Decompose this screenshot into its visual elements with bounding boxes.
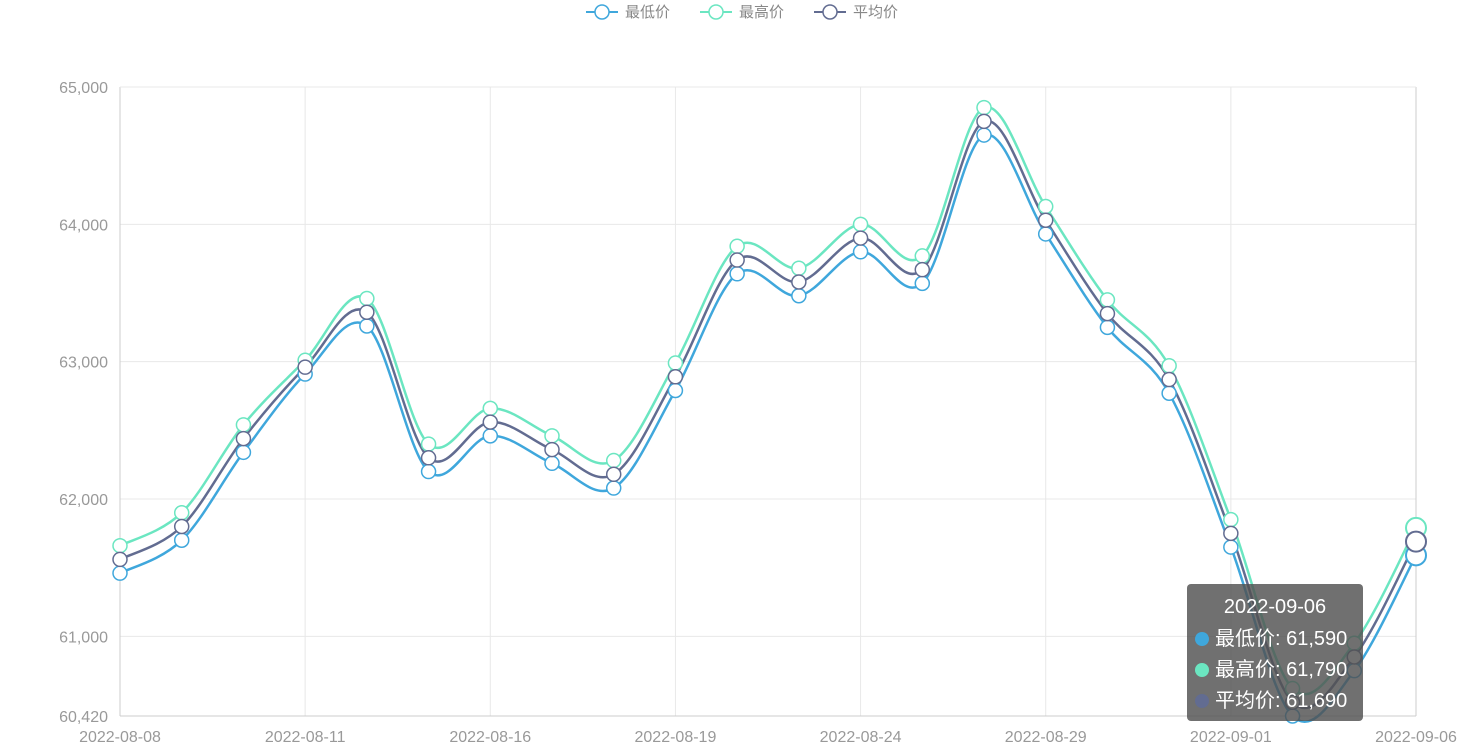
y-tick-label: 62,000 [59, 492, 108, 509]
data-point-avg [359, 304, 375, 320]
tooltip-dot-avg [1195, 694, 1209, 708]
tooltip-row-avg: 平均价: 61,690 [1195, 686, 1355, 717]
tooltip-dot-high [1195, 663, 1209, 677]
data-point-avg [791, 274, 807, 290]
data-point-low [1099, 319, 1116, 336]
data-point-low [235, 444, 252, 461]
data-point-high [1223, 511, 1239, 528]
data-point-high [1099, 292, 1116, 308]
x-tick-label: 2022-09-06 [1375, 729, 1457, 746]
data-point-avg [112, 551, 128, 568]
data-point-low [667, 382, 684, 399]
tooltip-row-high: 最高价: 61,790 [1195, 655, 1355, 686]
tooltip-dot-low [1195, 632, 1209, 646]
data-point-high [667, 355, 684, 371]
data-point-low [605, 480, 622, 496]
data-point-avg [852, 230, 869, 246]
data-point-low [420, 463, 437, 480]
data-point-high [173, 504, 190, 521]
data-point-low [1161, 385, 1177, 402]
y-tick-label: 63,000 [59, 355, 108, 372]
data-point-high [791, 260, 807, 277]
data-point-avg [729, 252, 745, 268]
data-tooltip: 2022-09-06 最低价: 61,590 最高价: 61,790 平均价: … [1187, 584, 1363, 721]
x-tick-label: 2022-08-29 [1005, 729, 1087, 746]
data-point-low [976, 127, 992, 143]
x-tick-label: 2022-08-24 [820, 729, 902, 746]
data-point-high [482, 400, 499, 417]
data-point-avg [1037, 212, 1054, 228]
tooltip-row-low: 最低价: 61,590 [1195, 624, 1355, 655]
x-tick-label: 2022-08-19 [635, 729, 717, 746]
data-point-avg [482, 414, 499, 430]
data-point-high [976, 99, 992, 116]
data-point-avg [914, 261, 931, 278]
data-point-high [914, 248, 931, 264]
y-tick-label: 60,420 [59, 709, 108, 726]
data-point-low [1223, 539, 1239, 555]
tooltip-value-avg: 平均价: 61,690 [1215, 690, 1348, 712]
data-point-avg [235, 430, 252, 447]
data-point-high [420, 436, 437, 452]
data-point-avg [667, 369, 684, 385]
data-point-low [544, 455, 560, 472]
tooltip-value-high: 最高价: 61,790 [1215, 659, 1348, 681]
data-point-low [852, 244, 869, 260]
data-point-avg [1405, 530, 1427, 553]
x-tick-label: 2022-08-11 [265, 729, 346, 746]
tooltip-value-low: 最低价: 61,590 [1215, 628, 1348, 650]
legend-label-low: 最低价 [625, 4, 670, 21]
data-point-high [235, 417, 252, 433]
data-point-low [482, 428, 499, 444]
data-point-avg [173, 518, 190, 535]
data-point-high [112, 537, 128, 554]
data-point-avg [297, 359, 313, 375]
data-point-high [852, 216, 869, 233]
data-point-avg [1223, 525, 1239, 542]
data-point-high [359, 290, 375, 307]
x-tick-label: 2022-08-08 [79, 729, 161, 746]
data-point-avg [544, 441, 560, 458]
legend-label-avg: 平均价 [853, 4, 898, 21]
data-point-avg [1161, 371, 1177, 388]
data-point-low [173, 532, 190, 548]
data-point-high [605, 452, 622, 469]
y-tick-label: 65,000 [59, 80, 108, 97]
legend-marker-low [594, 4, 610, 20]
data-point-high [729, 238, 745, 255]
legend-label-high: 最高价 [739, 4, 784, 21]
data-point-low [1037, 226, 1054, 242]
y-tick-label: 61,000 [59, 629, 108, 646]
data-point-high [544, 428, 560, 444]
legend-marker-high [708, 4, 724, 20]
data-point-avg [1099, 305, 1116, 322]
x-tick-label: 2022-08-16 [449, 729, 531, 746]
data-point-high [1161, 358, 1177, 374]
data-point-low [914, 275, 931, 292]
data-point-low [791, 288, 807, 304]
data-point-avg [420, 450, 437, 466]
data-point-low [729, 266, 745, 282]
data-point-high [1037, 198, 1054, 215]
tooltip-date: 2022-09-06 [1223, 596, 1327, 618]
legend-marker-avg [822, 4, 838, 20]
x-tick-label: 2022-09-01 [1190, 729, 1272, 746]
data-point-low [112, 565, 128, 581]
data-point-low [359, 318, 375, 334]
data-point-avg [605, 466, 622, 483]
y-tick-label: 64,000 [59, 217, 108, 234]
data-point-avg [976, 113, 992, 130]
